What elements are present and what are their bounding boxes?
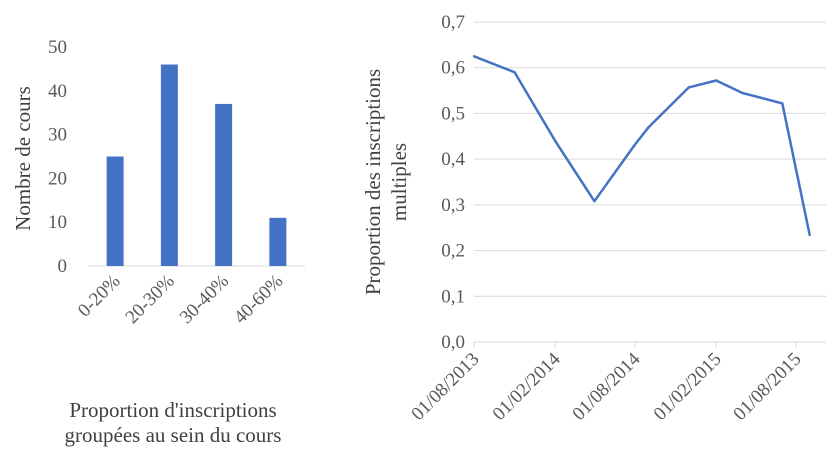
line-y-tick-label: 0,2 bbox=[441, 241, 465, 262]
line-y-tick-label: 0,4 bbox=[441, 149, 465, 170]
line-y-tick-label: 0,1 bbox=[441, 286, 465, 307]
bar-y-axis-title: Nombre de cours bbox=[11, 86, 35, 231]
line-x-tick-label: 01/02/2014 bbox=[489, 348, 565, 424]
line-y-tick-label: 0,7 bbox=[441, 12, 465, 33]
bar bbox=[269, 217, 287, 266]
line-point bbox=[513, 71, 516, 74]
bar bbox=[106, 156, 124, 266]
line-point bbox=[740, 91, 744, 95]
bar-chart: 0 10 20 30 40 50 0-20%20-30%30-40%40-60% Nombre… bbox=[11, 37, 305, 447]
line-x-tick-label: 01/08/2015 bbox=[729, 349, 805, 425]
line-point bbox=[633, 143, 637, 146]
bar-y-tick-label: 0 bbox=[58, 256, 68, 277]
line-point bbox=[781, 102, 784, 105]
line-point bbox=[714, 79, 718, 82]
line-x-tick-label: 01/08/2013 bbox=[407, 349, 483, 425]
bar bbox=[215, 103, 233, 266]
line-series bbox=[473, 55, 811, 236]
line-y-tick-label: 0,3 bbox=[441, 195, 465, 216]
line-point bbox=[593, 200, 596, 203]
line-y-tick-label: 0,6 bbox=[441, 58, 465, 79]
bar-x-tick-label: 0-20% bbox=[74, 271, 125, 322]
bar-x-tick-label: 20-30% bbox=[122, 271, 180, 329]
line-point bbox=[808, 233, 811, 237]
bar-y-tick-label: 10 bbox=[48, 212, 67, 233]
line-point bbox=[553, 139, 557, 143]
bar-y-tick-label: 40 bbox=[48, 81, 67, 102]
line-x-tick-label: 01/08/2014 bbox=[568, 348, 644, 424]
line-x-tick-label: 01/02/2015 bbox=[650, 349, 726, 425]
line-point bbox=[472, 55, 476, 58]
line-y-tick-label: 0,5 bbox=[441, 103, 465, 124]
bar-y-tick-label: 50 bbox=[48, 37, 67, 58]
line-point bbox=[647, 125, 650, 129]
line-chart: 0,00,10,20,30,40,50,60,701/08/2013 01/02/… bbox=[361, 12, 826, 425]
bar-x-tick-label: 40-60% bbox=[230, 271, 288, 329]
bar-x-tick-label: 30-40% bbox=[176, 271, 234, 329]
bar-x-axis-title-line2: groupées au sein du cours bbox=[65, 423, 282, 447]
bar bbox=[160, 64, 178, 267]
bar-x-axis-title-line1: Proportion d'inscriptions bbox=[69, 398, 276, 422]
line-y-axis-title-line1: Proportion des inscriptions bbox=[361, 69, 385, 295]
line-y-tick-label: 0,0 bbox=[441, 332, 465, 353]
line-y-axis-title-line2: multiples bbox=[387, 143, 411, 221]
line-point bbox=[687, 86, 691, 89]
bar-y-tick-label: 20 bbox=[48, 168, 67, 189]
bar-y-tick-label: 30 bbox=[48, 125, 67, 146]
